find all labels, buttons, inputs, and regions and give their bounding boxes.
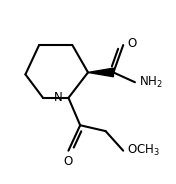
Polygon shape [88, 68, 113, 77]
Text: OCH$_3$: OCH$_3$ [127, 143, 160, 158]
Text: N: N [54, 91, 63, 104]
Text: O: O [127, 37, 136, 50]
Text: NH$_2$: NH$_2$ [139, 75, 163, 90]
Text: O: O [64, 155, 73, 168]
